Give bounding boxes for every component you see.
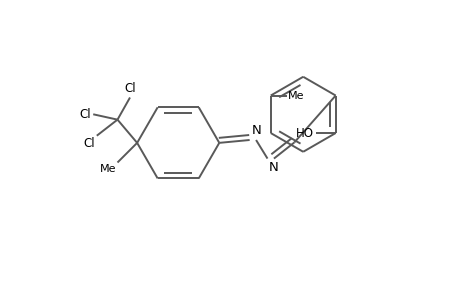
Text: Cl: Cl <box>124 82 135 94</box>
Text: N: N <box>269 161 278 174</box>
Text: HO: HO <box>296 127 313 140</box>
Text: Me: Me <box>100 164 116 174</box>
Text: N: N <box>251 124 261 137</box>
Text: Cl: Cl <box>79 108 91 121</box>
Text: Me: Me <box>288 91 304 100</box>
Text: Cl: Cl <box>83 137 95 150</box>
